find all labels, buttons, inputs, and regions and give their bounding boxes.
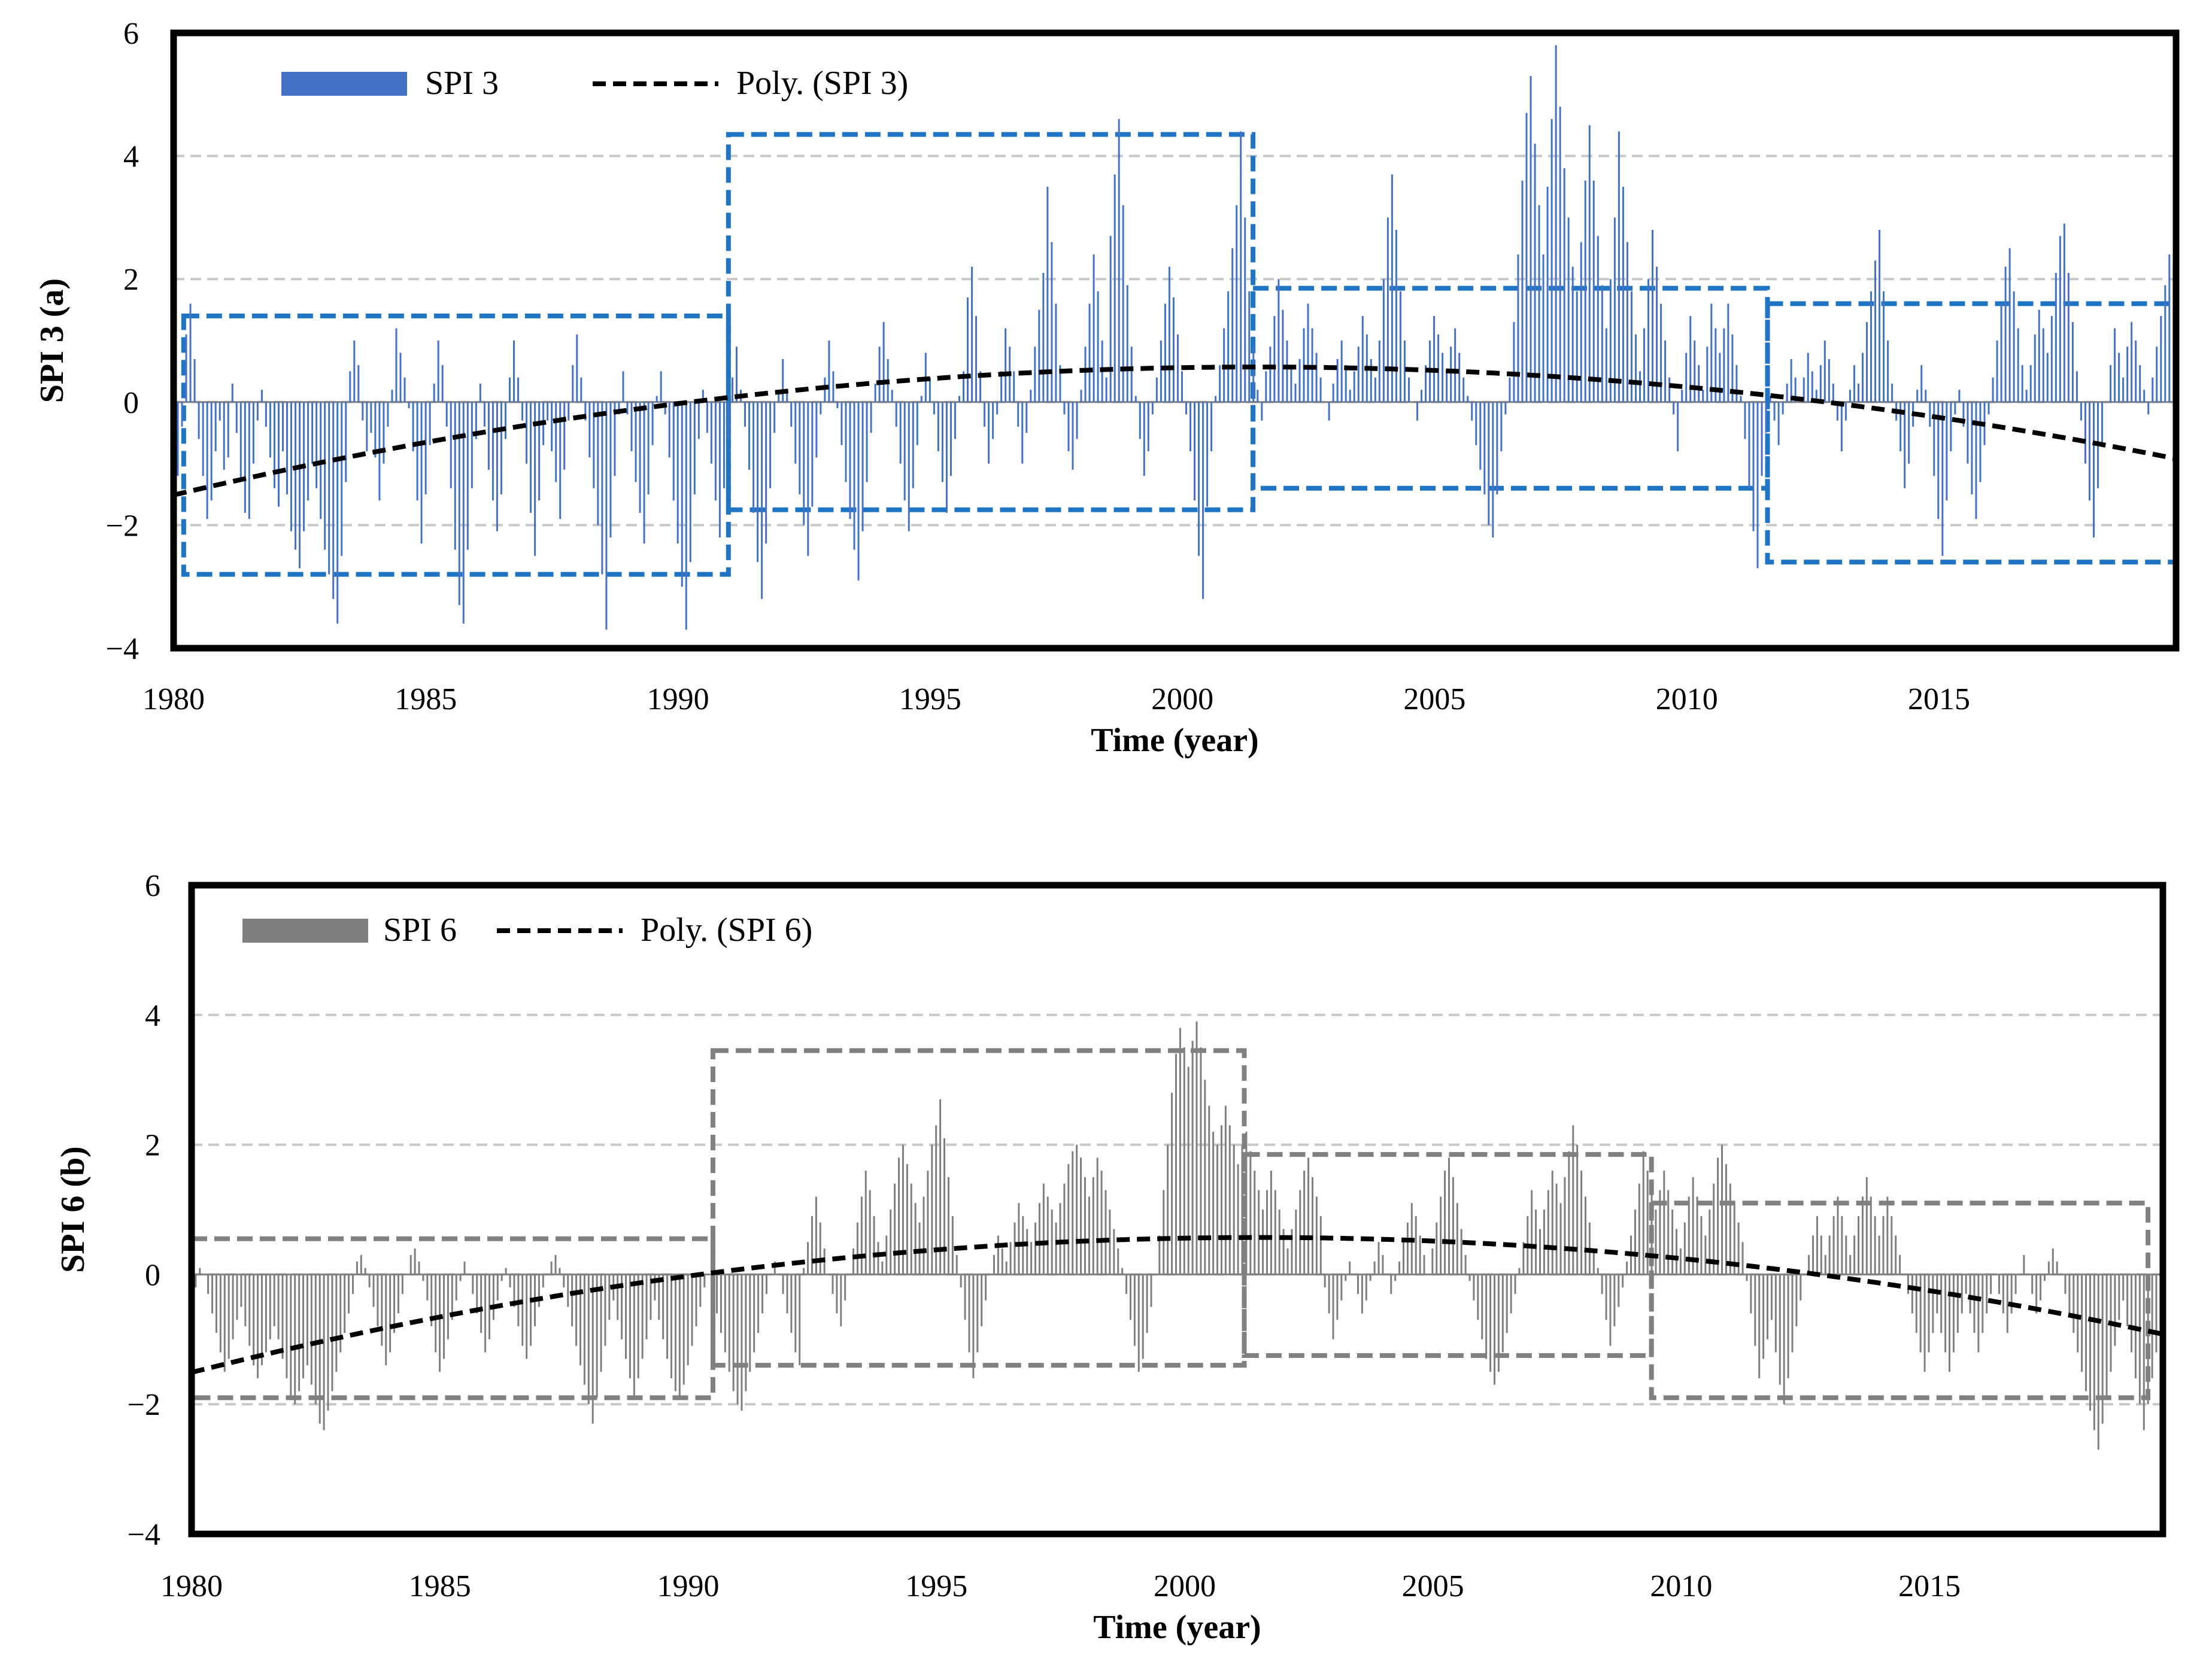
legend-spi3: SPI 3 Poly. (SPI 3) xyxy=(281,65,908,102)
legend-label-spi6: SPI 6 xyxy=(383,912,457,949)
x-tick-label: 2010 xyxy=(1656,682,1718,716)
trend-line xyxy=(173,364,2177,497)
legend-swatch-spi6 xyxy=(242,919,368,943)
x-tick-label: 1990 xyxy=(657,1569,719,1603)
x-tick-label: 2005 xyxy=(1402,1569,1464,1603)
legend-label-poly-spi3: Poly. (SPI 3) xyxy=(736,65,908,102)
x-tick-label: 1990 xyxy=(647,682,709,716)
x-tick-label: 2015 xyxy=(1908,682,1970,716)
y-tick-label: 6 xyxy=(123,17,139,51)
bars-spi6 xyxy=(190,1021,2162,1450)
x-tick-label: 2000 xyxy=(1154,1569,1216,1603)
x-tick-label: 2015 xyxy=(1898,1569,1961,1603)
x-tick-label: 1985 xyxy=(409,1569,471,1603)
x-axis-label-spi6: Time (year) xyxy=(1093,1609,1261,1646)
period-box-2 xyxy=(710,1048,1247,1368)
panel-spi3: −4 −2 0 2 4 6 1980 1985 1990 1995 2000 2005 2010 201… xyxy=(34,17,2180,759)
x-tick-label: 2010 xyxy=(1650,1569,1712,1603)
plot-frame-spi6 xyxy=(188,882,2166,1538)
x-tick-label: 1985 xyxy=(395,682,457,716)
y-tick-label: −2 xyxy=(128,1388,160,1422)
period-box-1 xyxy=(181,313,731,577)
trend-line xyxy=(191,1235,2163,1375)
bars-spi3 xyxy=(172,45,2175,630)
plot-frame-spi3 xyxy=(170,29,2180,652)
y-tick-label: 4 xyxy=(123,140,139,174)
y-tick-label: −4 xyxy=(106,632,139,666)
legend-swatch-spi3 xyxy=(281,72,407,96)
x-tick-label: 1980 xyxy=(160,1569,223,1603)
x-ticks-spi6: 1980 1985 1990 1995 2000 2005 2010 2015 xyxy=(160,1569,1961,1603)
x-tick-label: 1995 xyxy=(905,1569,967,1603)
trend-spi6 xyxy=(191,1235,2163,1375)
legend-label-spi3: SPI 3 xyxy=(425,65,499,102)
y-tick-label: 2 xyxy=(145,1129,160,1163)
y-axis-label-spi6: SPI 6 (b) xyxy=(54,1146,92,1273)
y-tick-label: 4 xyxy=(145,999,160,1033)
x-axis-label-spi3: Time (year) xyxy=(1091,722,1258,759)
panel-spi6: −4 −2 0 2 4 6 1980 1985 1990 1995 2000 2005 2010 201… xyxy=(54,869,2166,1646)
y-tick-label: 6 xyxy=(145,869,160,903)
x-tick-label: 1980 xyxy=(142,682,205,716)
y-axis-label-spi3: SPI 3 (a) xyxy=(34,278,71,403)
x-tick-label: 1995 xyxy=(899,682,961,716)
period-boxes-spi3 xyxy=(181,132,2178,577)
y-ticks-spi6: −4 −2 0 2 4 6 xyxy=(128,869,160,1552)
x-tick-label: 2000 xyxy=(1151,682,1213,716)
y-tick-label: −4 xyxy=(128,1518,160,1552)
y-tick-label: 0 xyxy=(123,386,139,420)
trend-spi3 xyxy=(173,364,2177,497)
y-tick-label: −2 xyxy=(106,509,139,543)
y-tick-label: 0 xyxy=(145,1258,160,1292)
x-tick-label: 2005 xyxy=(1403,682,1465,716)
x-ticks-spi3: 1980 1985 1990 1995 2000 2005 2010 2015 xyxy=(142,682,1970,716)
y-tick-label: 2 xyxy=(123,263,139,297)
legend-label-poly-spi6: Poly. (SPI 6) xyxy=(641,912,812,949)
legend-spi6: SPI 6 Poly. (SPI 6) xyxy=(242,912,812,949)
y-ticks-spi3: −4 −2 0 2 4 6 xyxy=(106,17,139,666)
